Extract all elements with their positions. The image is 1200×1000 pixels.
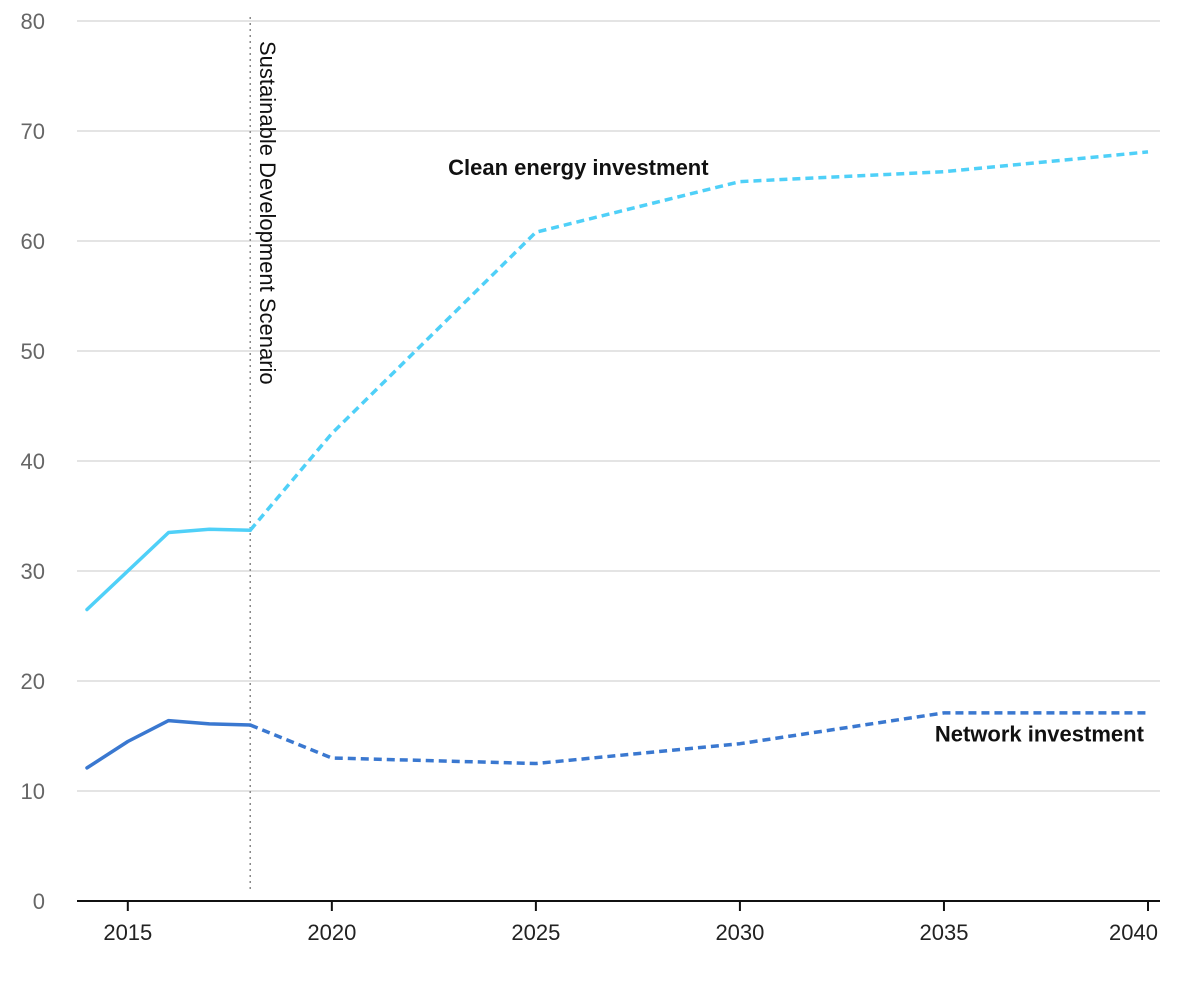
series-lines — [85, 150, 1149, 770]
x-tick-label: 2030 — [715, 920, 764, 945]
clean-energy-investment-historical-line — [85, 527, 252, 612]
y-tick-label: 20 — [21, 669, 45, 694]
network-investment-label: Network investment — [935, 722, 1145, 747]
y-tick-label: 40 — [21, 449, 45, 474]
x-tick-label: 2015 — [103, 920, 152, 945]
y-tick-label: 80 — [21, 9, 45, 34]
x-tick-label: 2035 — [919, 920, 968, 945]
y-tick-label: 70 — [21, 119, 45, 144]
clean-energy-investment-projected-line — [248, 150, 1149, 532]
y-tick-label: 0 — [33, 889, 45, 914]
scenario-label: Sustainable Development Scenario — [255, 41, 280, 385]
network-investment-historical-line — [85, 718, 252, 770]
x-tick-label: 2020 — [307, 920, 356, 945]
clean-energy-investment-label: Clean energy investment — [448, 155, 709, 180]
network-investment-projected-line — [249, 711, 1148, 766]
x-tick-label: 2040 — [1109, 920, 1158, 945]
series-labels: Clean energy investment Network investmen… — [448, 155, 1144, 747]
y-tick-label: 50 — [21, 339, 45, 364]
y-tick-label: 60 — [21, 229, 45, 254]
y-tick-label: 30 — [21, 559, 45, 584]
scenario-marker: Sustainable Development Scenario — [249, 17, 280, 893]
x-tick-label: 2025 — [511, 920, 560, 945]
y-tick-label: 10 — [21, 779, 45, 804]
gridlines — [77, 20, 1160, 792]
